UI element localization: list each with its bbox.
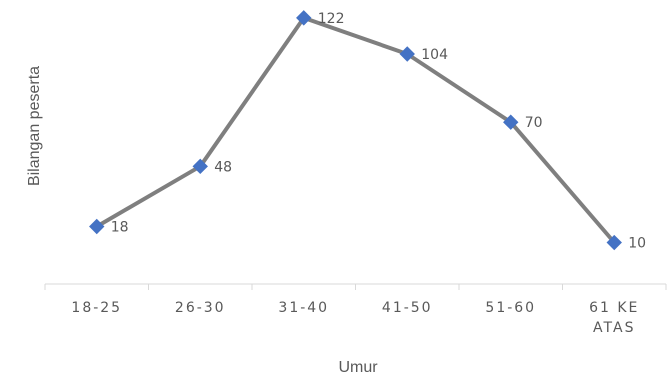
- x-tick-label: 18-25: [71, 300, 122, 316]
- x-axis-title: Umur: [338, 359, 378, 376]
- x-tick-label: 31-40: [278, 300, 329, 316]
- data-label: 104: [421, 47, 448, 63]
- y-axis-title: Bilangan peserta: [26, 66, 43, 186]
- data-label: 122: [318, 11, 345, 27]
- x-tick-label: 51-60: [485, 300, 536, 316]
- data-label: 70: [525, 115, 543, 131]
- x-tick-labels: 18-25 26-30 31-40 41-50 51-60 61 KE ATAS: [71, 300, 639, 336]
- data-label-group: 18 48 122 104 70 10: [111, 11, 646, 252]
- x-axis: [45, 284, 666, 290]
- x-tick-label: 61 KE ATAS: [589, 300, 639, 336]
- x-tick-label: 41-50: [382, 300, 433, 316]
- x-tick-label: 26-30: [175, 300, 226, 316]
- data-label: 48: [214, 159, 232, 175]
- data-label: 10: [628, 236, 646, 252]
- data-label: 18: [111, 219, 129, 235]
